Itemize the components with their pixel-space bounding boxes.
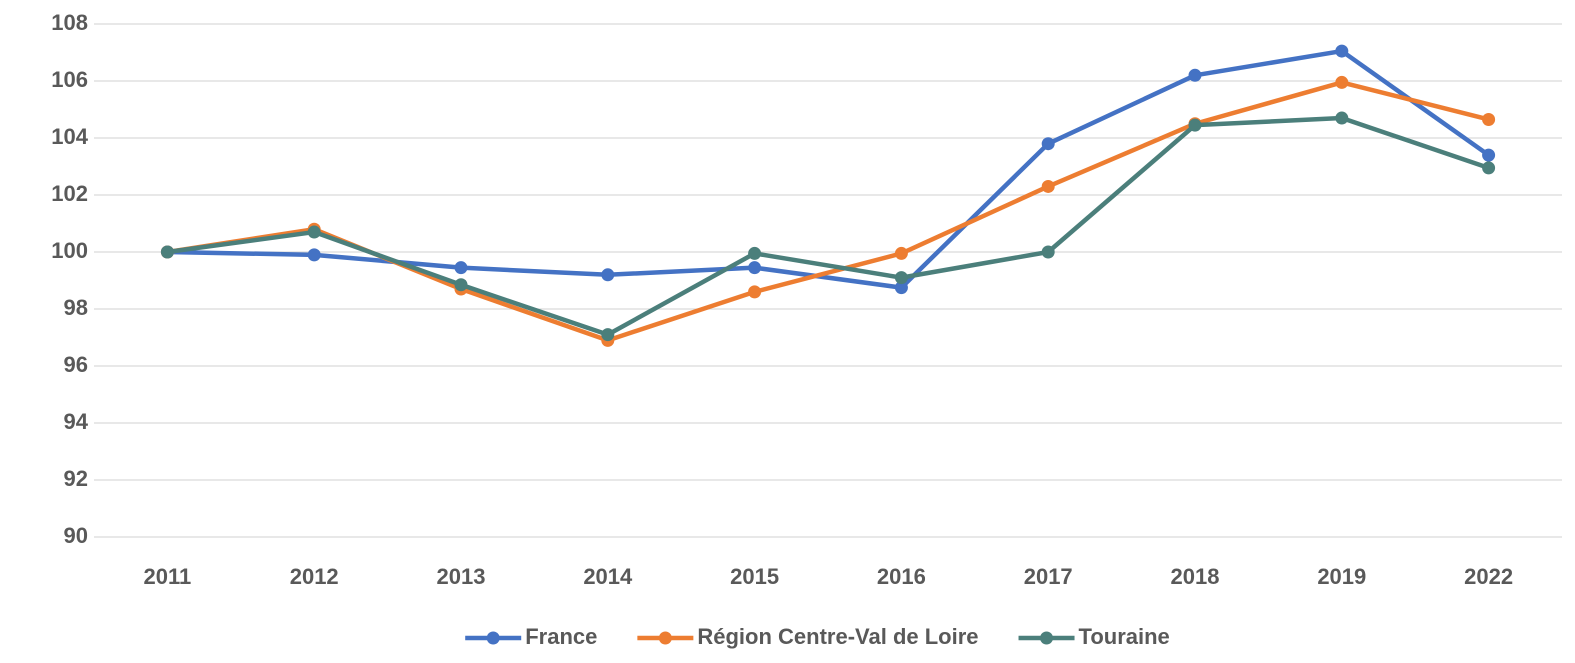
point: [1335, 111, 1349, 125]
point: [748, 246, 762, 260]
point: [307, 248, 321, 262]
point: [748, 285, 762, 299]
legend-marker: [486, 631, 500, 645]
y-tick-label: 96: [64, 352, 88, 377]
series-line: [167, 115, 1490, 337]
legend-label: Touraine: [1079, 624, 1170, 649]
point: [601, 328, 615, 342]
point: [1041, 245, 1055, 259]
point: [1188, 68, 1202, 82]
y-tick-label: 108: [51, 10, 88, 35]
y-tick-label: 98: [64, 295, 88, 320]
y-tick-label: 92: [64, 466, 88, 491]
y-tick-label: 90: [64, 523, 88, 548]
x-tick-label: 2022: [1464, 564, 1513, 589]
y-tick-label: 100: [51, 238, 88, 263]
point: [894, 271, 908, 285]
legend-label: France: [525, 624, 597, 649]
y-tick-label: 106: [51, 67, 88, 92]
y-tick-label: 94: [64, 409, 89, 434]
x-tick-label: 2017: [1024, 564, 1073, 589]
legend-item: France: [465, 624, 597, 649]
point: [1041, 179, 1055, 193]
point: [454, 261, 468, 275]
point: [307, 225, 321, 239]
x-tick-label: 2014: [583, 564, 633, 589]
y-tick-label: 102: [51, 181, 88, 206]
x-tick-label: 2011: [144, 564, 192, 589]
point: [454, 278, 468, 292]
legend-item: Région Centre-Val de Loire: [637, 624, 979, 649]
x-tick-label: 2016: [877, 564, 926, 589]
point: [1482, 148, 1496, 162]
x-tick-label: 2018: [1171, 564, 1220, 589]
point: [160, 245, 174, 259]
x-tick-label: 2015: [730, 564, 779, 589]
point: [1335, 44, 1349, 58]
point: [748, 261, 762, 275]
legend-label: Région Centre-Val de Loire: [697, 624, 978, 649]
legend-marker: [658, 631, 672, 645]
point: [1041, 137, 1055, 151]
point: [601, 268, 615, 282]
x-tick-label: 2019: [1317, 564, 1366, 589]
point: [1188, 118, 1202, 132]
x-tick-label: 2012: [290, 564, 339, 589]
legend: France Région Centre-Val de Loire Touraine: [465, 624, 1170, 649]
point: [894, 246, 908, 260]
legend-marker: [1040, 631, 1054, 645]
point: [1482, 112, 1496, 126]
legend-item: Touraine: [1018, 624, 1170, 649]
point: [1335, 75, 1349, 89]
point: [1482, 161, 1496, 175]
y-tick-label: 104: [51, 124, 88, 149]
point: [894, 281, 908, 295]
x-tick-label: 2013: [437, 564, 486, 589]
